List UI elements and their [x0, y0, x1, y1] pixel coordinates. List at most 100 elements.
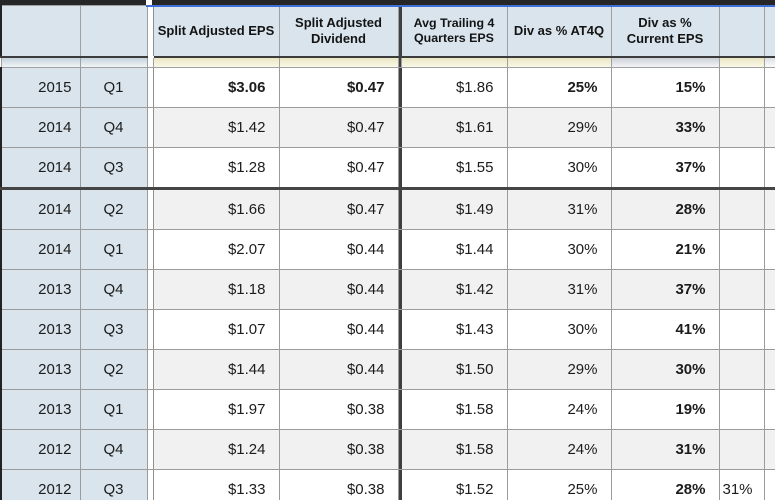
cell-div-pct-at4q[interactable]: 25%: [506, 67, 612, 108]
cell-extra[interactable]: [718, 269, 765, 310]
cell-quarter[interactable]: Q1: [79, 389, 148, 430]
cell-extra[interactable]: [718, 229, 765, 270]
cell-at4q-eps[interactable]: $1.42: [400, 269, 508, 310]
cell-split-adjusted-dividend[interactable]: $0.38: [278, 389, 399, 430]
cell-at4q-eps[interactable]: $1.43: [400, 309, 508, 350]
cell-quarter[interactable]: Q3: [79, 469, 148, 500]
cell-year[interactable]: 2013: [0, 269, 81, 310]
cell-split-adjusted-dividend[interactable]: $0.47: [278, 67, 399, 108]
cell-year[interactable]: 2013: [0, 349, 81, 390]
header-quarter[interactable]: [79, 5, 148, 58]
cell-div-pct-current[interactable]: 41%: [610, 309, 720, 350]
cell-year[interactable]: 2013: [0, 309, 81, 350]
cell-div-pct-at4q[interactable]: 24%: [506, 389, 612, 430]
header-split-adjusted-eps[interactable]: Split Adjusted EPS: [152, 5, 280, 58]
cell-quarter[interactable]: Q2: [79, 349, 148, 390]
cell-split-adjusted-eps[interactable]: $1.24: [152, 429, 280, 470]
cell-split-adjusted-eps[interactable]: $1.28: [152, 147, 280, 189]
cell-extra[interactable]: [718, 389, 765, 430]
header-div-pct-current-eps[interactable]: Div as % Current EPS: [610, 5, 720, 58]
cell-split-adjusted-dividend[interactable]: $0.44: [278, 269, 399, 310]
cell-div-pct-current[interactable]: 15%: [610, 67, 720, 108]
cell-div-pct-current[interactable]: 37%: [610, 269, 720, 310]
cell-extra[interactable]: [718, 429, 765, 470]
cell-split-adjusted-eps[interactable]: $3.06: [152, 67, 280, 108]
cell-year[interactable]: 2013: [0, 389, 81, 430]
cell-split-adjusted-eps[interactable]: $1.44: [152, 349, 280, 390]
cell-at4q-eps[interactable]: $1.58: [400, 429, 508, 470]
cell-div-pct-at4q[interactable]: 31%: [506, 187, 612, 230]
cell-quarter[interactable]: Q4: [79, 107, 148, 148]
cell-split-adjusted-eps[interactable]: $1.66: [152, 187, 280, 230]
cell-at4q-eps[interactable]: $1.44: [400, 229, 508, 270]
cell-div-pct-at4q[interactable]: 30%: [506, 229, 612, 270]
table-row: 2013 Q4 $1.18 $0.44 $1.42 31% 37%: [0, 269, 775, 310]
cell-split-adjusted-eps[interactable]: $1.97: [152, 389, 280, 430]
summary-strip-row: [0, 57, 775, 68]
cell-div-pct-at4q[interactable]: 29%: [506, 107, 612, 148]
cell-extra[interactable]: [718, 349, 765, 390]
cell-split-adjusted-eps[interactable]: $1.18: [152, 269, 280, 310]
cell-div-pct-current[interactable]: 19%: [610, 389, 720, 430]
cell-extra[interactable]: [718, 107, 765, 148]
cell-quarter[interactable]: Q4: [79, 269, 148, 310]
cell-div-pct-current[interactable]: 28%: [610, 187, 720, 230]
cell-div-pct-at4q[interactable]: 29%: [506, 349, 612, 390]
table-row: 2014 Q4 $1.42 $0.47 $1.61 29% 33%: [0, 107, 775, 148]
cell-at4q-eps[interactable]: $1.55: [400, 147, 508, 189]
cell-div-pct-current[interactable]: 30%: [610, 349, 720, 390]
cell-div-pct-current[interactable]: 21%: [610, 229, 720, 270]
cell-div-pct-at4q[interactable]: 24%: [506, 429, 612, 470]
cell-split-adjusted-dividend[interactable]: $0.44: [278, 349, 399, 390]
cell-at4q-eps[interactable]: $1.50: [400, 349, 508, 390]
cell-div-pct-current[interactable]: 37%: [610, 147, 720, 189]
cell-extra[interactable]: [718, 147, 765, 189]
header-split-adjusted-dividend[interactable]: Split Adjusted Dividend: [278, 5, 399, 58]
cell-at4q-eps[interactable]: $1.61: [400, 107, 508, 148]
cell-div-pct-current[interactable]: 33%: [610, 107, 720, 148]
cell-div-pct-current[interactable]: 31%: [610, 429, 720, 470]
cell-extra[interactable]: [718, 67, 765, 108]
cell-at4q-eps[interactable]: $1.52: [400, 469, 508, 500]
header-year[interactable]: [0, 5, 81, 58]
cell-year[interactable]: 2012: [0, 469, 81, 500]
cell-quarter[interactable]: Q3: [79, 147, 148, 189]
cell-split-adjusted-dividend[interactable]: $0.38: [278, 429, 399, 470]
cell-quarter[interactable]: Q3: [79, 309, 148, 350]
cell-year[interactable]: 2015: [0, 67, 81, 108]
cell-split-adjusted-eps[interactable]: $2.07: [152, 229, 280, 270]
cell-split-adjusted-dividend[interactable]: $0.44: [278, 229, 399, 270]
cell-year[interactable]: 2014: [0, 187, 81, 230]
cell-extra[interactable]: [718, 309, 765, 350]
cell-quarter[interactable]: Q4: [79, 429, 148, 470]
cell-year[interactable]: 2012: [0, 429, 81, 470]
cell-split-adjusted-dividend[interactable]: $0.47: [278, 147, 399, 189]
cell-quarter[interactable]: Q1: [79, 229, 148, 270]
cell-split-adjusted-dividend[interactable]: $0.44: [278, 309, 399, 350]
header-avg-trailing-4q-eps[interactable]: Avg Trailing 4 Quarters EPS: [400, 5, 508, 58]
cell-at4q-eps[interactable]: $1.86: [400, 67, 508, 108]
cell-split-adjusted-eps[interactable]: $1.42: [152, 107, 280, 148]
cell-div-pct-at4q[interactable]: 31%: [506, 269, 612, 310]
header-extra[interactable]: [718, 5, 765, 58]
cell-div-pct-at4q[interactable]: 30%: [506, 309, 612, 350]
cell-split-adjusted-dividend[interactable]: $0.47: [278, 187, 399, 230]
cell-split-adjusted-dividend[interactable]: $0.47: [278, 107, 399, 148]
cell-split-adjusted-dividend[interactable]: $0.38: [278, 469, 399, 500]
cell-extra[interactable]: [718, 187, 765, 230]
cell-year[interactable]: 2014: [0, 147, 81, 189]
cell-quarter[interactable]: Q2: [79, 187, 148, 230]
cell-quarter[interactable]: Q1: [79, 67, 148, 108]
strip-cell: [506, 57, 612, 68]
cell-div-pct-at4q[interactable]: 25%: [506, 469, 612, 500]
cell-extra[interactable]: 31%: [718, 469, 765, 500]
header-div-pct-at4q[interactable]: Div as % AT4Q: [506, 5, 612, 58]
cell-at4q-eps[interactable]: $1.58: [400, 389, 508, 430]
cell-div-pct-current[interactable]: 28%: [610, 469, 720, 500]
cell-split-adjusted-eps[interactable]: $1.07: [152, 309, 280, 350]
cell-at4q-eps[interactable]: $1.49: [400, 187, 508, 230]
cell-year[interactable]: 2014: [0, 229, 81, 270]
cell-div-pct-at4q[interactable]: 30%: [506, 147, 612, 189]
cell-year[interactable]: 2014: [0, 107, 81, 148]
cell-split-adjusted-eps[interactable]: $1.33: [152, 469, 280, 500]
